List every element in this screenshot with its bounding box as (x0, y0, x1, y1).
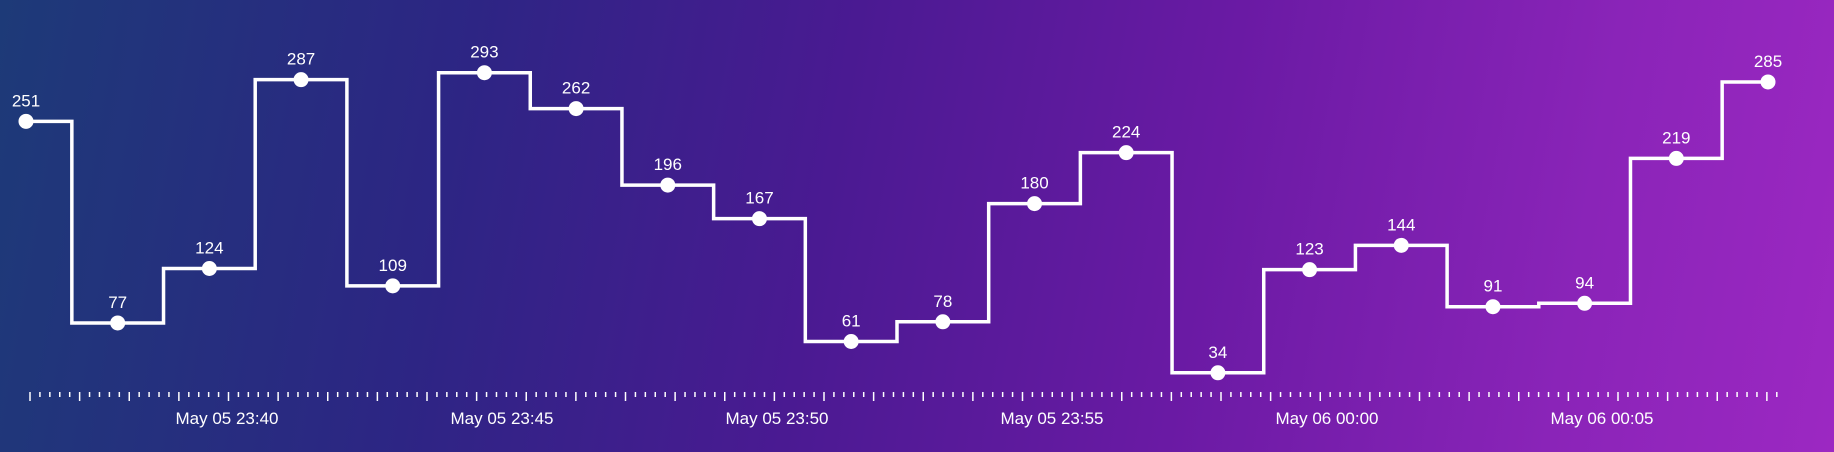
data-point (844, 334, 859, 349)
series-line (26, 73, 1768, 373)
x-tick-label: May 05 23:45 (450, 409, 553, 428)
data-label: 224 (1112, 123, 1140, 142)
data-point (1394, 238, 1409, 253)
data-label: 144 (1387, 215, 1415, 234)
data-label: 61 (842, 311, 861, 330)
data-point (935, 314, 950, 329)
data-point (1302, 262, 1317, 277)
data-label: 287 (287, 50, 315, 69)
data-point (294, 72, 309, 87)
data-point (1119, 145, 1134, 160)
data-label: 180 (1020, 174, 1048, 193)
data-label: 285 (1754, 52, 1782, 71)
data-label: 124 (195, 239, 223, 258)
data-point (110, 315, 125, 330)
data-point (1210, 365, 1225, 380)
data-label: 77 (108, 293, 127, 312)
data-point (1669, 151, 1684, 166)
data-point (477, 65, 492, 80)
x-tick-label: May 05 23:50 (725, 409, 828, 428)
data-labels: 251 77 124 287 109 293 262 196 167 61 78 180 224 34 12… (12, 43, 1782, 362)
data-label: 94 (1575, 273, 1594, 292)
data-label: 293 (470, 43, 498, 62)
data-point (19, 114, 34, 129)
data-label: 78 (933, 292, 952, 311)
data-point (752, 211, 767, 226)
x-tick-label: May 05 23:55 (1000, 409, 1103, 428)
data-label: 123 (1295, 240, 1323, 259)
x-axis-labels: May 05 23:40 May 05 23:45 May 05 23:50 May … (175, 409, 1653, 428)
data-point (1577, 296, 1592, 311)
data-label: 91 (1483, 277, 1502, 296)
data-point (1027, 196, 1042, 211)
data-point (660, 178, 675, 193)
data-point (385, 278, 400, 293)
data-label: 251 (12, 91, 40, 110)
data-label: 167 (745, 189, 773, 208)
data-label: 219 (1662, 128, 1690, 147)
x-tick-label: May 05 23:40 (175, 409, 278, 428)
x-axis-ticks (30, 392, 1777, 401)
data-point (1761, 74, 1776, 89)
data-label: 109 (379, 256, 407, 275)
x-tick-label: May 06 00:05 (1550, 409, 1653, 428)
data-label: 262 (562, 79, 590, 98)
data-point (569, 101, 584, 116)
data-label: 196 (654, 155, 682, 174)
data-point (1485, 299, 1500, 314)
x-tick-label: May 06 00:00 (1275, 409, 1378, 428)
data-point (202, 261, 217, 276)
data-label: 34 (1208, 343, 1227, 362)
